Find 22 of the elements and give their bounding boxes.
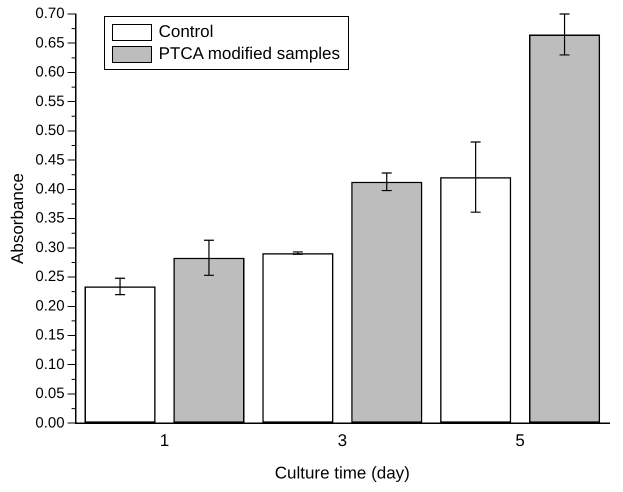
x-axis-title: Culture time (day): [274, 463, 410, 482]
y-tick-label: 0.10: [35, 356, 65, 373]
y-tick-label: 0.20: [35, 297, 65, 314]
y-tick-label: 0.30: [35, 238, 65, 256]
y-tick-label: 0.60: [35, 64, 65, 81]
x-tick-label: 5: [515, 431, 525, 450]
legend-label: Control: [158, 21, 214, 43]
y-tick-label: 0.70: [35, 5, 65, 22]
y-axis-title: Absorbance: [8, 173, 27, 264]
x-tick-label: 1: [160, 431, 170, 450]
y-tick-label: 0.65: [35, 34, 65, 52]
y-tick-label: 0.50: [35, 122, 65, 140]
legend-label: PTCA modified samples: [158, 43, 340, 65]
x-tick-label: 3: [338, 431, 348, 450]
y-tick-label: 0.05: [35, 385, 65, 402]
y-tick-label: 0.40: [35, 180, 65, 198]
y-tick-label: 0.45: [35, 151, 65, 168]
y-tick-label: 0.15: [35, 326, 65, 344]
y-tick-label: 0.55: [35, 92, 65, 110]
y-tick-label: 0.00: [35, 414, 65, 432]
y-tick-label: 0.25: [35, 268, 65, 286]
y-tick-label: 0.35: [35, 210, 65, 227]
